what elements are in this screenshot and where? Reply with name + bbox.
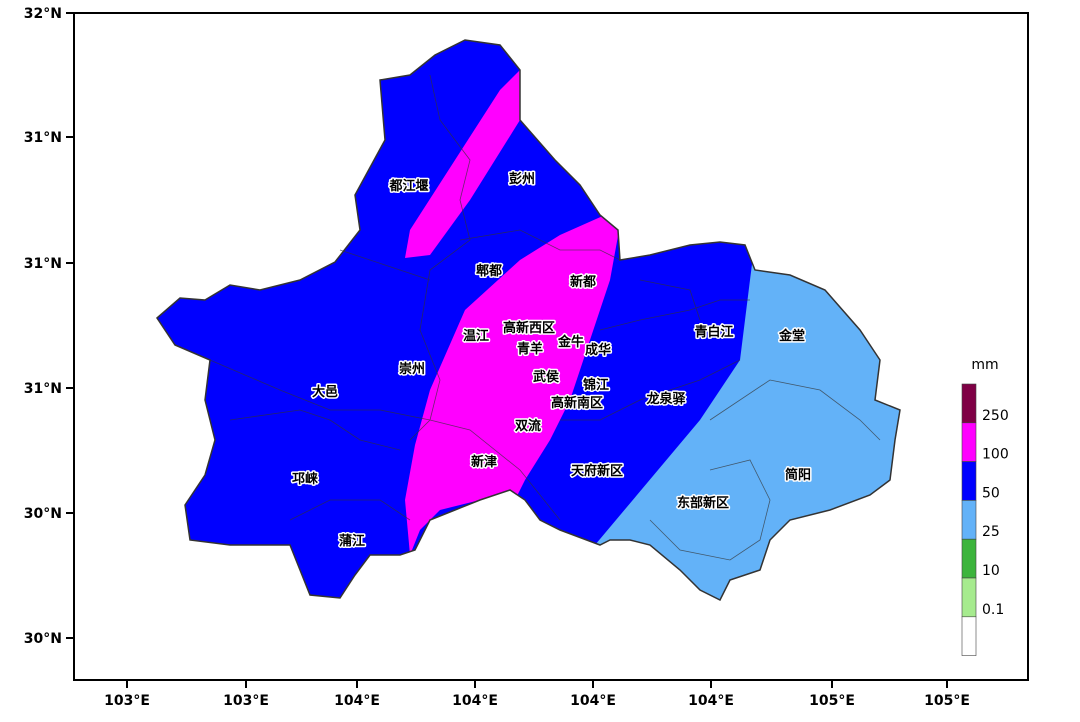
x-tick-label: 104°E [334,693,380,709]
district-label: 天府新区 [571,463,623,479]
district-label: 高新西区 [503,320,555,336]
legend-label: 250 [982,408,1009,424]
district-label: 新津 [471,454,497,470]
district-label: 简阳 [785,467,811,483]
district-label: 金牛 [557,334,584,350]
district-label: 东部新区 [677,495,729,511]
legend-swatch [961,577,977,618]
district-label: 青羊 [517,341,543,357]
district-label: 青白江 [694,324,733,340]
district-label: 高新南区 [551,395,603,411]
y-tick-label: 31°N [24,381,62,397]
district-label: 成华 [585,342,611,358]
district-boundaries [209,74,881,561]
district-label: 龙泉驿 [646,391,686,407]
y-tick-label: 30°N [24,506,62,522]
district-label: 武侯 [533,369,559,385]
x-tick-label: 104°E [688,693,734,709]
legend-swatch [961,616,977,656]
district-label: 新都 [570,274,596,290]
y-tick-label: 32°N [24,6,62,22]
y-tick-label: 31°N [24,130,62,146]
legend-swatch [961,461,977,501]
district-label: 温江 [463,328,489,344]
y-tick-label: 30°N [24,631,62,647]
city-boundary [156,39,901,602]
district-label: 金堂 [778,328,805,344]
legend-swatch [961,500,977,540]
district-label: 大邑 [312,384,338,400]
x-tick-label: 103°E [104,693,150,709]
legend-unit: mm [971,357,998,373]
x-tick-label: 105°E [809,693,855,709]
legend-swatch [961,422,977,462]
legend-swatch [961,538,977,579]
district-label: 崇州 [399,361,425,377]
legend-label: 100 [982,447,1009,463]
x-tick-label: 104°E [570,693,616,709]
legend-label: 0.1 [982,602,1004,618]
x-tick-label: 104°E [452,693,498,709]
district-label: 彭州 [509,171,535,187]
x-tick-label: 103°E [223,693,269,709]
district-label: 锦江 [583,377,609,393]
x-tick-label: 105°E [924,693,970,709]
zone-100-250 [405,215,620,555]
y-tick-label: 31°N [24,256,62,272]
legend-label: 10 [982,563,1000,579]
district-label: 邛崃 [292,471,318,487]
district-label: 都江堰 [388,178,428,194]
district-label: 郫都 [476,263,502,279]
district-label: 双流 [515,418,541,434]
district-label: 蒲江 [339,533,365,549]
zone-100-250 [405,68,522,258]
legend-label: 50 [982,485,1000,501]
legend-swatch [961,383,977,424]
legend-label: 25 [982,524,1000,540]
